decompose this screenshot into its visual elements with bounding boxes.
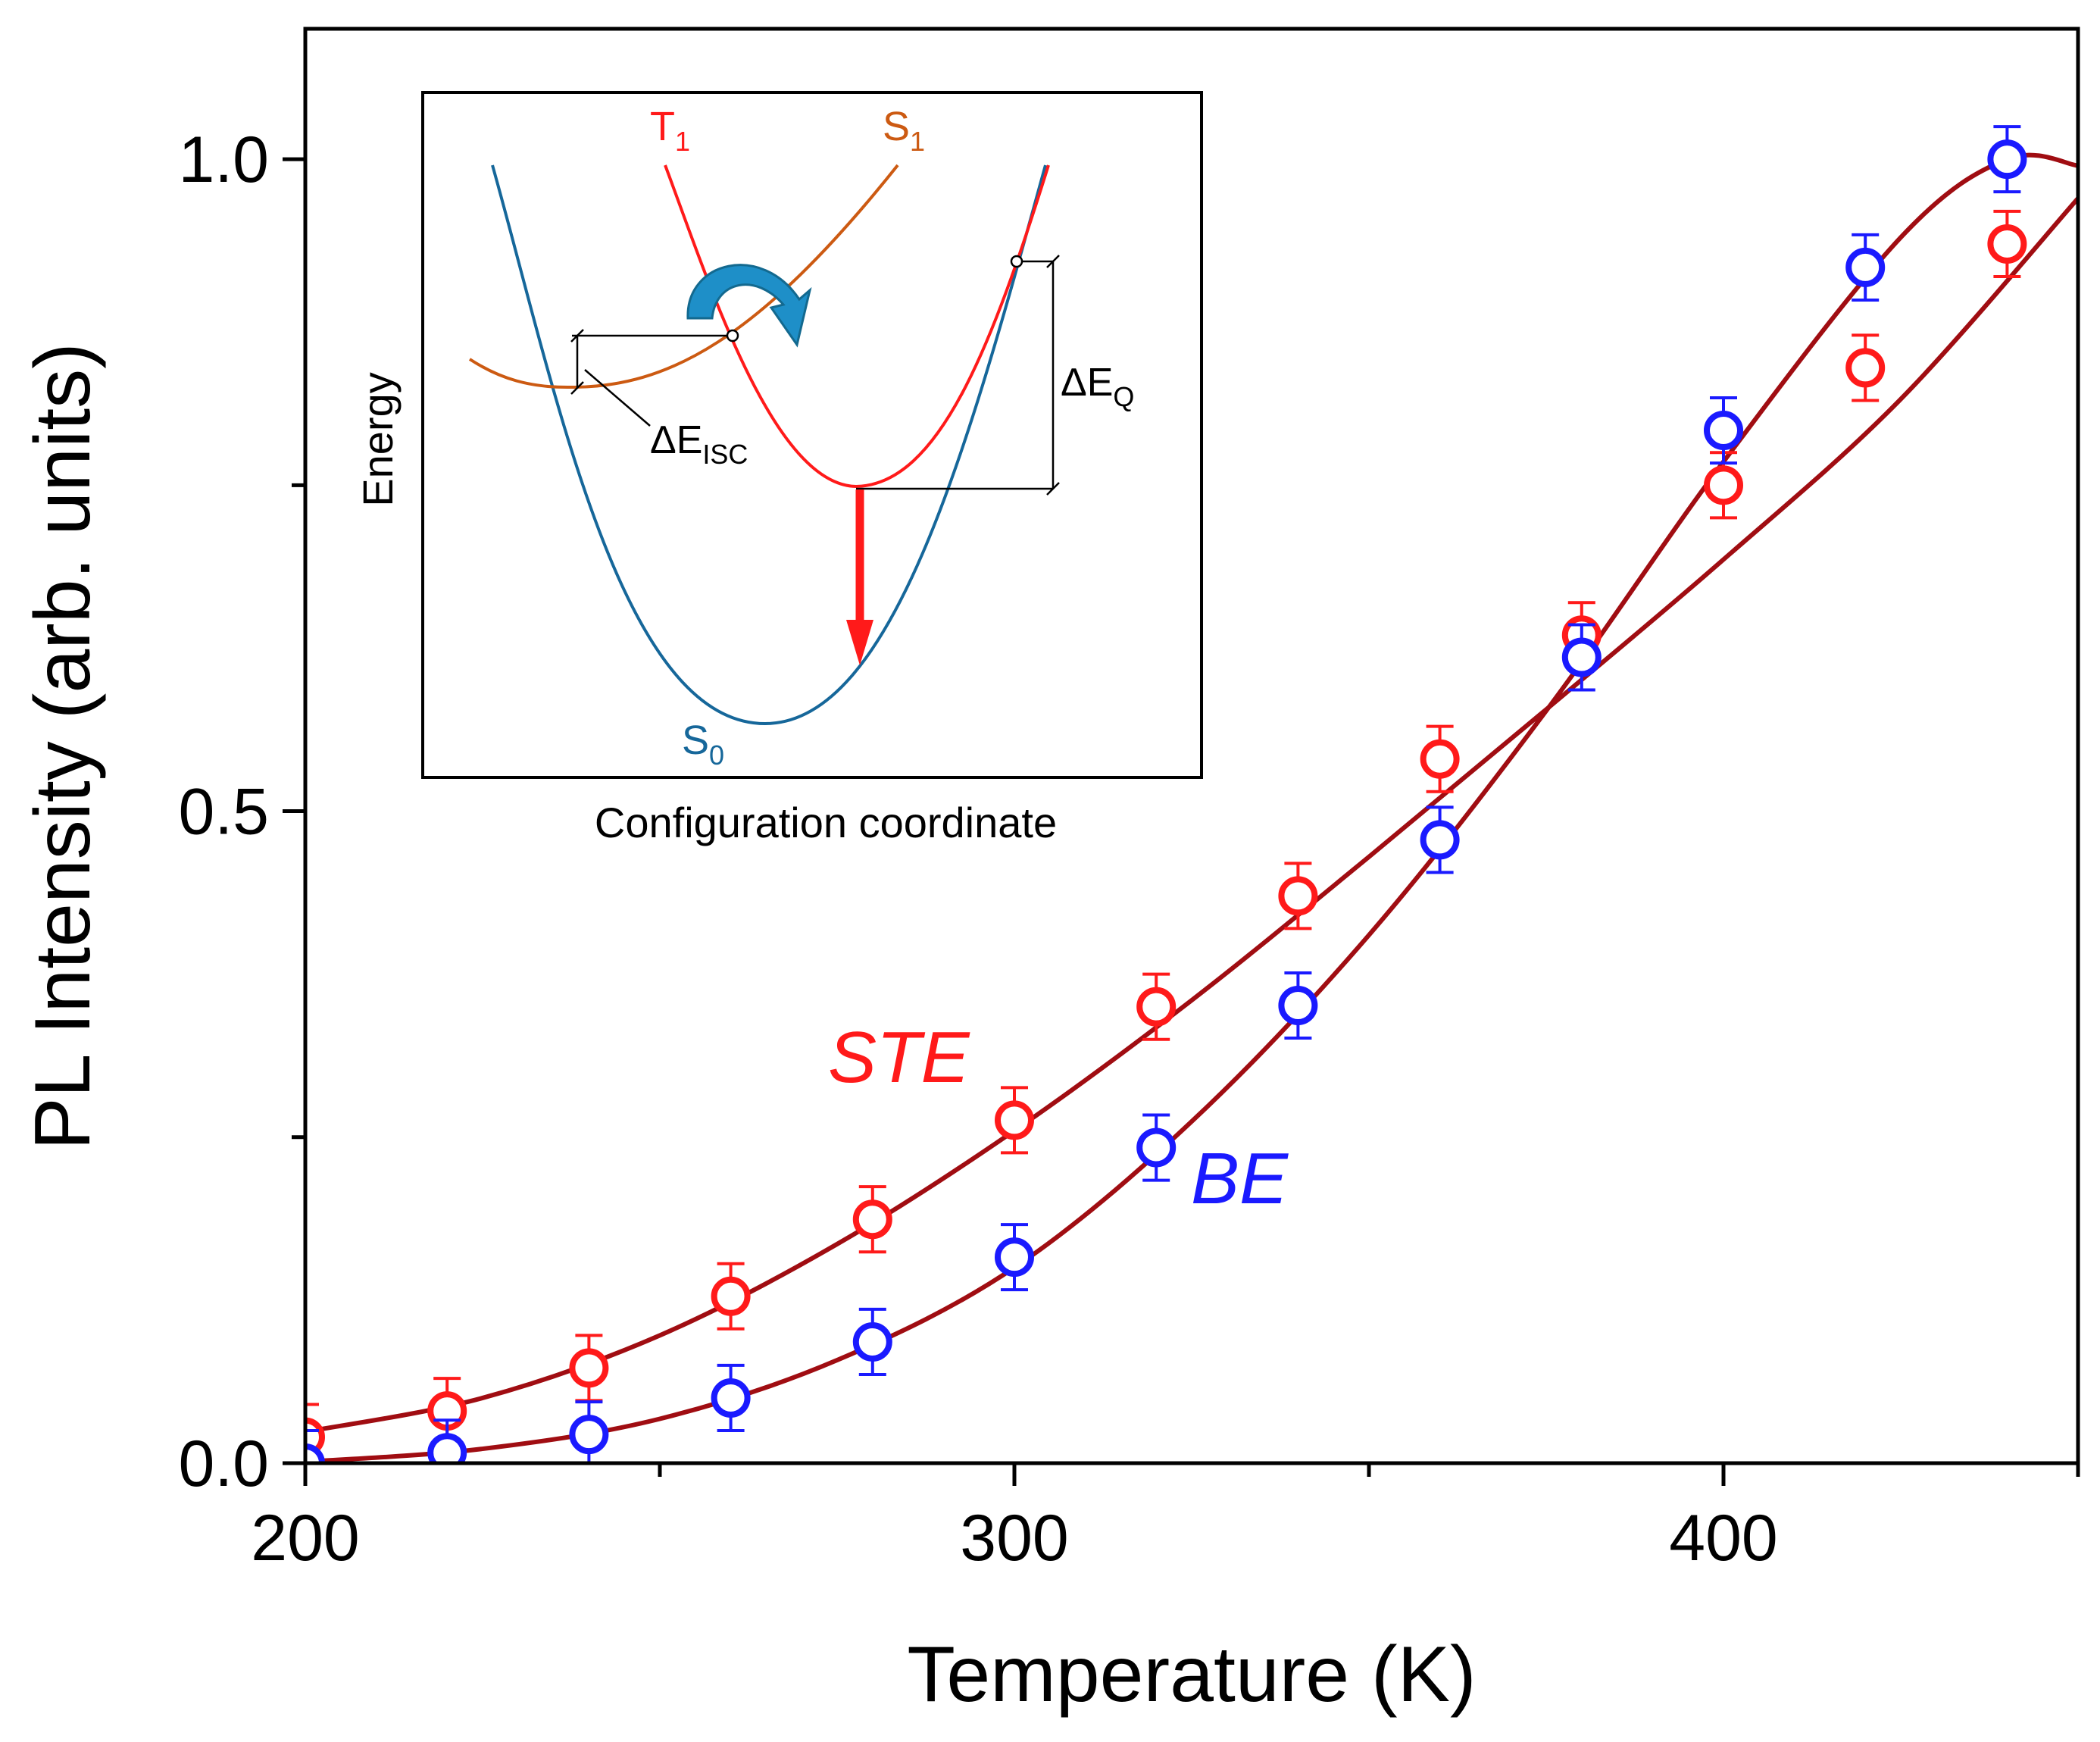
- data-point-ste: [1420, 724, 1460, 793]
- q-crossing-point: [1010, 255, 1023, 268]
- data-point-be: [427, 1418, 467, 1463]
- t1-label: T1: [650, 104, 690, 157]
- axis-ticks: 200 300 400 0.0 0.5 1.0: [178, 124, 2080, 1575]
- isc-tick-bottom: [570, 381, 584, 395]
- plot-frame: [303, 27, 2080, 1465]
- x-tick-label: 300: [960, 1502, 1069, 1575]
- data-point-ste: [852, 1185, 892, 1254]
- s0-label: S0: [682, 718, 724, 771]
- x-tick-label: 200: [251, 1502, 360, 1575]
- q-tick-top: [1046, 255, 1060, 268]
- marker: [711, 1378, 751, 1418]
- marker: [427, 1433, 467, 1463]
- marker: [1136, 1127, 1177, 1168]
- marker: [1561, 637, 1602, 677]
- inset-x-axis-title: Configuration coordinate: [595, 799, 1057, 846]
- marker: [852, 1199, 892, 1240]
- be-label: BE: [1191, 1138, 1289, 1219]
- marker: [995, 1237, 1034, 1278]
- x-tick-label: 400: [1669, 1502, 1778, 1575]
- marker: [1136, 987, 1177, 1027]
- data-point-be: [711, 1363, 751, 1432]
- data-point-ste: [569, 1334, 609, 1403]
- marker: [1987, 139, 2027, 180]
- marker: [1278, 876, 1318, 916]
- marker: [1845, 348, 1886, 388]
- data-point-ste: [995, 1086, 1034, 1155]
- inset-y-axis-title: Energy: [354, 372, 402, 506]
- y-tick-label: 0.0: [178, 1428, 269, 1500]
- s0-curve: [491, 164, 1047, 726]
- inset-diagram: T1 S1 S0 ΔEISC ΔEQ Configuration coordin…: [354, 91, 1203, 846]
- x-axis-title: Temperature (K): [907, 1631, 1476, 1719]
- data-point-be: [852, 1307, 892, 1376]
- s1-label: S1: [883, 104, 925, 157]
- data-point-be: [1561, 623, 1602, 692]
- marker: [569, 1348, 609, 1388]
- data-point-be: [1845, 233, 1886, 302]
- data-point-ste: [1704, 451, 1743, 520]
- marker: [1704, 465, 1743, 505]
- delta-q-label: ΔEQ: [1061, 361, 1134, 412]
- marker: [1987, 224, 2027, 264]
- marker: [1845, 247, 1886, 287]
- y-tick-label: 0.5: [178, 776, 269, 849]
- delta-isc-label: ΔEISC: [650, 418, 748, 470]
- data-point-ste: [1278, 862, 1318, 930]
- marker: [711, 1276, 751, 1316]
- data-point-ste: [711, 1262, 751, 1331]
- data-point-be: [1704, 396, 1743, 465]
- inset-frame: [421, 91, 1203, 779]
- isc-crossing-point: [726, 329, 739, 342]
- marker: [305, 1443, 325, 1463]
- data-point-ste: [1987, 209, 2027, 278]
- data-point-be: [1278, 971, 1318, 1040]
- data-point-ste: [1136, 972, 1177, 1041]
- y-axis-title: PL Intensity (arb. units): [19, 342, 107, 1150]
- emission-arrow-head: [846, 620, 873, 665]
- y-tick-label: 1.0: [178, 124, 269, 196]
- data-point-be: [1420, 805, 1460, 874]
- data-point-be: [1987, 125, 2027, 194]
- marker: [1704, 411, 1743, 451]
- isc-leader-line: [584, 369, 651, 427]
- data-point-be: [305, 1428, 325, 1463]
- marker: [852, 1321, 892, 1362]
- data-point-ste: [1845, 333, 1886, 402]
- marker: [995, 1100, 1034, 1140]
- s1-curve: [468, 164, 899, 389]
- data-points: [305, 125, 2027, 1463]
- data-point-be: [569, 1400, 609, 1463]
- marker: [569, 1415, 609, 1455]
- data-point-be: [995, 1223, 1034, 1292]
- data-point-be: [1136, 1113, 1177, 1182]
- fit-curve-ste: [305, 196, 2078, 1434]
- q-tick-bottom: [1046, 482, 1060, 496]
- isc-curved-arrow: [686, 264, 812, 348]
- ste-label: STE: [828, 1017, 970, 1098]
- marker: [1420, 739, 1460, 779]
- isc-tick-top: [570, 329, 584, 342]
- marker: [1278, 985, 1318, 1025]
- marker: [1420, 820, 1460, 860]
